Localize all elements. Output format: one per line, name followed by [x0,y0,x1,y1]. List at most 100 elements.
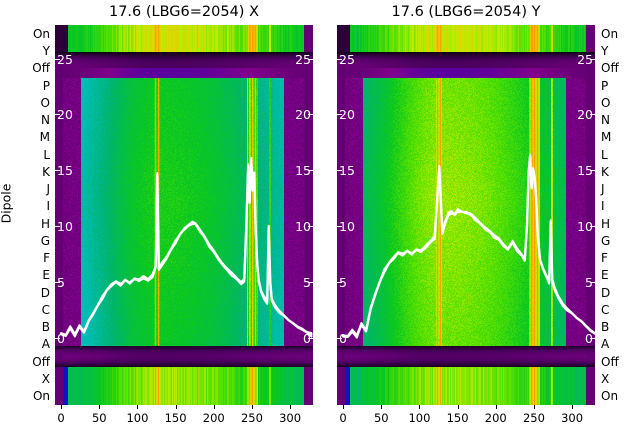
inner-ytick-mark [590,337,595,339]
x-tick-mark [251,405,253,409]
heatmap-panel-x[interactable]: 00551010151520202525 [55,25,313,405]
inner-ytick-mark [308,337,313,339]
category-label: E [42,268,50,283]
x-tick-mark [213,405,215,409]
category-label: G [40,233,50,248]
x-tick-mark [61,405,63,409]
trace-line [60,159,313,338]
category-label: F [601,251,608,266]
trace-line [342,153,596,337]
x-tick-label: 50 [373,411,389,425]
category-label: N [41,113,50,128]
category-label: Y [42,44,50,59]
category-label: P [601,78,609,93]
x-tick-label: 50 [91,411,107,425]
x-tick-mark [343,405,345,409]
overlay-trace-y [341,153,597,339]
category-label: Off [32,354,50,369]
category-label: Off [601,61,619,76]
inner-ytick-mark [337,170,342,172]
category-label: L [601,147,608,162]
category-label: C [601,302,610,317]
panel-y-title: 17.6 (LBG6=2054) Y [391,4,541,20]
heatmap-panel-y[interactable]: 00551010151520202525 [337,25,597,405]
inner-ytick-mark [590,226,595,228]
inner-ytick-mark [308,226,313,228]
category-label: E [601,268,609,283]
category-label: X [41,371,50,386]
category-labels-left: On Y Off P O N M L K J I H G F E D C B A Off X On [16,25,50,405]
x-tick-label: 200 [484,411,507,425]
inner-ytick-mark [590,58,595,60]
category-label: N [601,113,610,128]
inner-ytick-mark [55,226,60,228]
category-label: On [32,27,50,41]
category-label: On [32,389,50,403]
inner-ytick-mark [308,114,313,116]
x-tick-mark [99,405,101,409]
category-label: K [601,164,609,179]
x-tick-mark [457,405,459,409]
inner-ytick-mark [337,282,342,284]
panel-x-title: 17.6 (LBG6=2054) X [108,4,260,20]
inner-ytick-mark [55,114,60,116]
category-label: F [43,251,50,266]
x-tick-label: 100 [408,411,431,425]
category-label: M [39,130,50,145]
category-label: On [601,389,619,403]
category-label: X [601,371,610,386]
trace-line [341,154,597,339]
x-tick-mark [290,405,292,409]
category-label: B [601,320,610,335]
inner-ytick-mark [308,58,313,60]
category-label: I [46,199,50,214]
category-label: A [41,337,50,352]
category-label: B [41,320,50,335]
x-axis-left: 0 50 100 150 200 250 300 [55,405,313,435]
x-axis-right: 0 50 100 150 200 250 300 [337,405,595,435]
x-tick-label: 250 [240,411,263,425]
category-label: K [42,164,50,179]
category-label: Off [601,354,619,369]
x-tick-label: 200 [202,411,225,425]
category-label: Y [601,44,609,59]
x-tick-mark [419,405,421,409]
category-label: O [40,95,50,110]
category-label: I [601,199,605,214]
category-label: D [40,285,50,300]
category-label: O [601,95,611,110]
category-labels-right: On Y Off P O N M L K J I H G F E D C B A Off X On [601,25,635,405]
category-label: C [41,302,50,317]
inner-ytick-mark [55,58,60,60]
category-label: H [601,216,611,231]
inner-ytick-mark [337,58,342,60]
x-tick-mark [572,405,574,409]
inner-ytick-mark [55,170,60,172]
category-label: D [601,285,611,300]
inner-ytick-mark [590,282,595,284]
trace-line [60,156,313,336]
category-label: J [46,182,50,197]
heatmap-image-x [55,25,313,405]
x-tick-mark [175,405,177,409]
x-tick-label: 150 [446,411,469,425]
y-axis-label: Dipole [0,183,14,224]
inner-ytick-mark [55,282,60,284]
x-tick-mark [533,405,535,409]
category-label: M [601,130,612,145]
x-tick-label: 150 [164,411,187,425]
inner-ytick-mark [337,114,342,116]
x-tick-label: 250 [522,411,545,425]
overlay-trace-x [59,156,313,338]
x-tick-mark [495,405,497,409]
category-label: G [601,233,611,248]
x-tick-label: 0 [57,411,65,425]
category-label: L [43,147,50,162]
inner-ytick-mark [590,170,595,172]
x-tick-label: 300 [561,411,584,425]
x-tick-mark [381,405,383,409]
heatmap-image-y [337,25,595,405]
x-tick-mark [137,405,139,409]
inner-ytick-mark [308,170,313,172]
